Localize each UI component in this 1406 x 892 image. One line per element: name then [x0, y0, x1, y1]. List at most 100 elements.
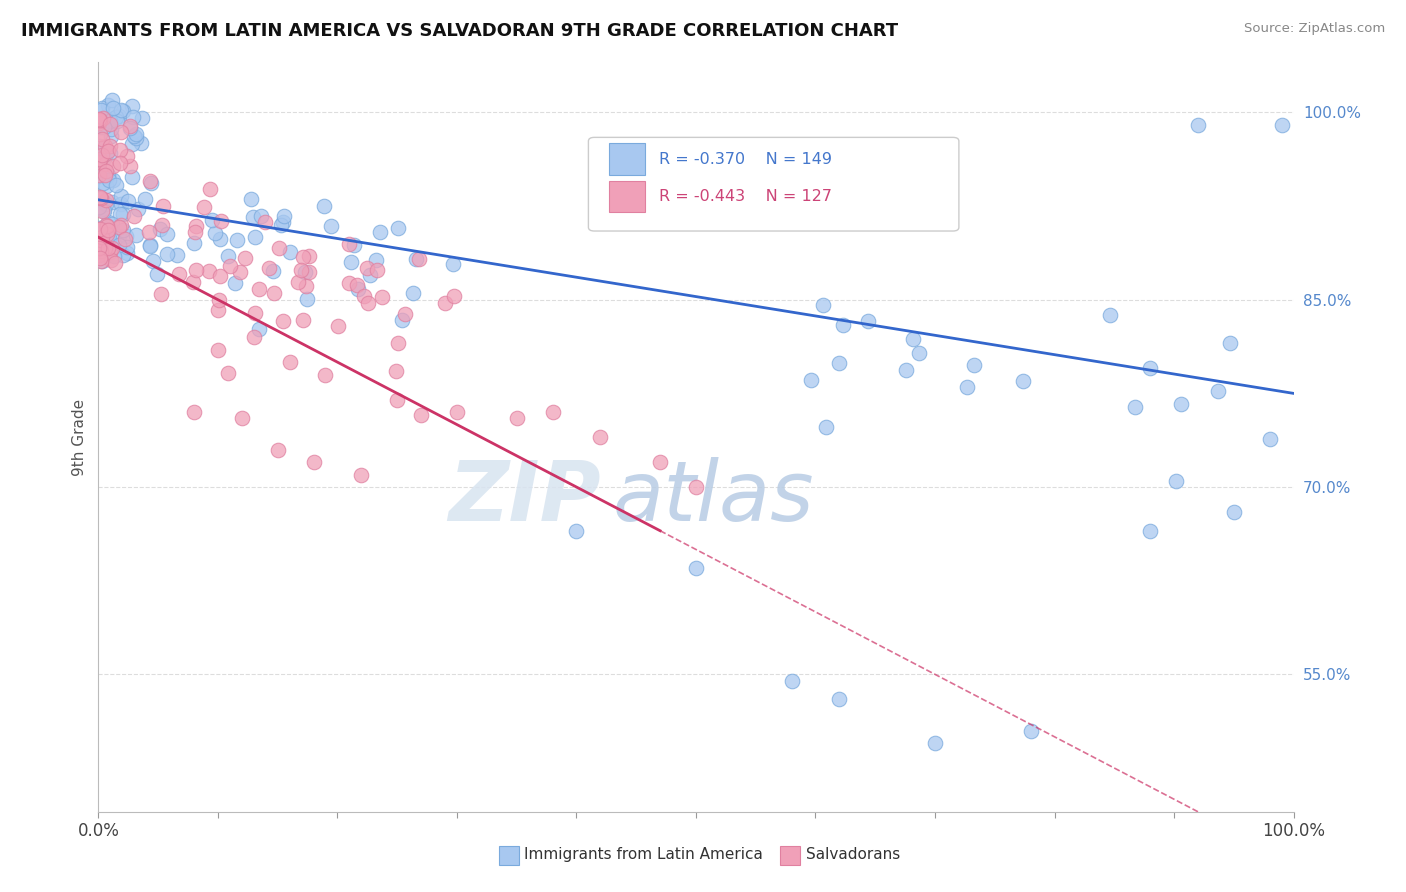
Point — [87, 168, 110, 182]
Point — [233, 251, 256, 265]
Point — [87, 114, 110, 128]
Point — [90, 254, 112, 268]
Point — [800, 373, 823, 387]
Point — [98, 118, 121, 132]
Point — [924, 736, 946, 750]
Point — [371, 290, 394, 304]
Point — [685, 561, 707, 575]
Point — [101, 172, 124, 186]
Point — [98, 231, 121, 245]
Point — [441, 257, 464, 271]
Point — [98, 139, 121, 153]
Point — [506, 411, 529, 425]
Point — [120, 159, 142, 173]
Point — [100, 128, 122, 143]
FancyBboxPatch shape — [589, 137, 959, 231]
Point — [247, 283, 270, 297]
Point — [114, 229, 136, 244]
Point — [110, 218, 132, 232]
Point — [108, 143, 131, 157]
Point — [104, 256, 127, 270]
Point — [94, 194, 117, 208]
Point — [111, 207, 134, 221]
Point — [121, 136, 143, 151]
Point — [780, 673, 803, 688]
Point — [184, 225, 207, 239]
Point — [541, 405, 564, 419]
Point — [103, 101, 125, 115]
Point — [90, 148, 112, 162]
Point — [90, 233, 112, 247]
Point — [110, 125, 132, 139]
Point — [339, 255, 361, 269]
Point — [433, 296, 456, 310]
Point — [231, 411, 253, 425]
Point — [108, 109, 131, 123]
Point — [315, 368, 337, 382]
Bar — [780, 846, 800, 865]
Point — [97, 215, 120, 229]
Point — [125, 131, 148, 145]
Point — [405, 252, 427, 267]
Point — [273, 209, 295, 223]
Point — [828, 357, 851, 371]
Point — [183, 405, 205, 419]
Point — [94, 219, 117, 233]
Point — [89, 222, 111, 236]
Point — [91, 101, 114, 115]
Point — [267, 442, 290, 457]
Point — [111, 247, 134, 261]
Point — [94, 138, 117, 153]
Point — [208, 232, 231, 246]
Point — [131, 111, 153, 125]
Point — [298, 249, 321, 263]
Point — [209, 213, 232, 227]
Point — [108, 219, 131, 234]
Point — [125, 228, 148, 243]
Point — [565, 524, 588, 538]
Point — [93, 157, 115, 171]
Point — [131, 136, 153, 151]
Point — [117, 194, 139, 209]
Point — [263, 285, 285, 300]
Point — [100, 252, 122, 267]
Point — [217, 249, 239, 263]
Point — [908, 346, 931, 360]
Point — [357, 295, 380, 310]
Point — [89, 190, 111, 204]
Point — [243, 330, 266, 344]
Point — [94, 168, 117, 182]
Point — [91, 247, 114, 261]
Point — [269, 241, 291, 255]
Point — [217, 366, 239, 380]
Point — [94, 197, 117, 211]
Point — [149, 222, 172, 236]
Point — [207, 302, 229, 317]
Point — [100, 121, 122, 136]
Point — [122, 129, 145, 144]
Point — [186, 262, 208, 277]
Point — [93, 120, 115, 134]
Point — [97, 168, 120, 182]
Point — [353, 288, 375, 302]
Point — [408, 252, 430, 266]
Point — [224, 276, 246, 290]
Point — [828, 692, 851, 706]
Point — [90, 229, 112, 244]
Point — [90, 120, 112, 134]
Point — [1187, 118, 1209, 132]
Point — [152, 218, 174, 232]
Point — [278, 245, 301, 260]
Point — [343, 238, 366, 252]
Point — [121, 170, 143, 185]
Point — [112, 104, 135, 119]
Point — [350, 467, 373, 482]
Point — [242, 210, 264, 224]
Point — [831, 318, 853, 332]
Point — [201, 213, 224, 227]
Point — [97, 98, 120, 112]
Point — [385, 364, 408, 378]
Point — [122, 110, 145, 124]
Point — [121, 99, 143, 113]
Point — [94, 163, 117, 178]
